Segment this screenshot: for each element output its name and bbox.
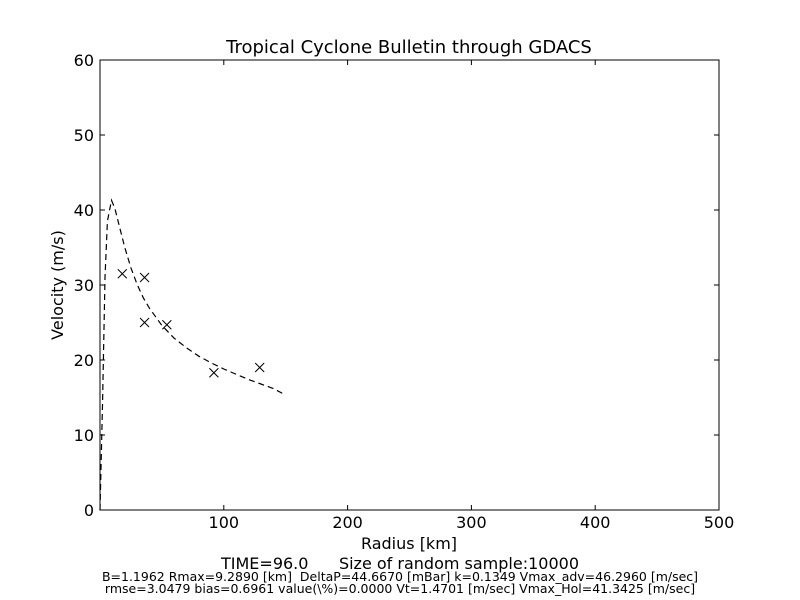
y-tick-label: 30 — [74, 276, 94, 295]
plot-area-frame — [99, 59, 720, 511]
x-tick-label: 500 — [704, 513, 735, 532]
observation-point — [139, 272, 150, 283]
x-tick-label: 300 — [456, 513, 487, 532]
fitted-profile-line — [99, 198, 284, 511]
y-tick-label: 20 — [74, 351, 94, 370]
x-axis-label: Radius [km] — [361, 534, 457, 553]
chart-title: Tropical Cyclone Bulletin through GDACS — [225, 37, 592, 58]
observation-point — [139, 317, 150, 328]
y-tick-label: 40 — [74, 201, 94, 220]
observation-point — [117, 268, 128, 279]
caption-time-sample: TIME=96.0 Size of random sample:10000 — [221, 554, 579, 573]
caption-parameters-line-1: B=1.1962 Rmax=9.2890 [km] DeltaP=44.6670… — [101, 569, 699, 584]
y-tick-label: 60 — [74, 51, 94, 70]
y-axis-label: Velocity (m/s) — [48, 230, 67, 340]
y-tick-label: 0 — [84, 501, 94, 520]
y-tick-label: 50 — [74, 126, 94, 145]
y-tick-label: 10 — [74, 426, 94, 445]
observation-point — [209, 367, 219, 378]
x-tick-label: 400 — [580, 513, 611, 532]
observation-point — [161, 319, 172, 330]
caption-parameters-line-2: rmse=3.0479 bias=0.6961 value(\%)=0.0000… — [104, 581, 696, 596]
observation-point — [254, 362, 265, 373]
x-tick-label: 100 — [209, 513, 240, 532]
x-tick-label: 200 — [332, 513, 363, 532]
